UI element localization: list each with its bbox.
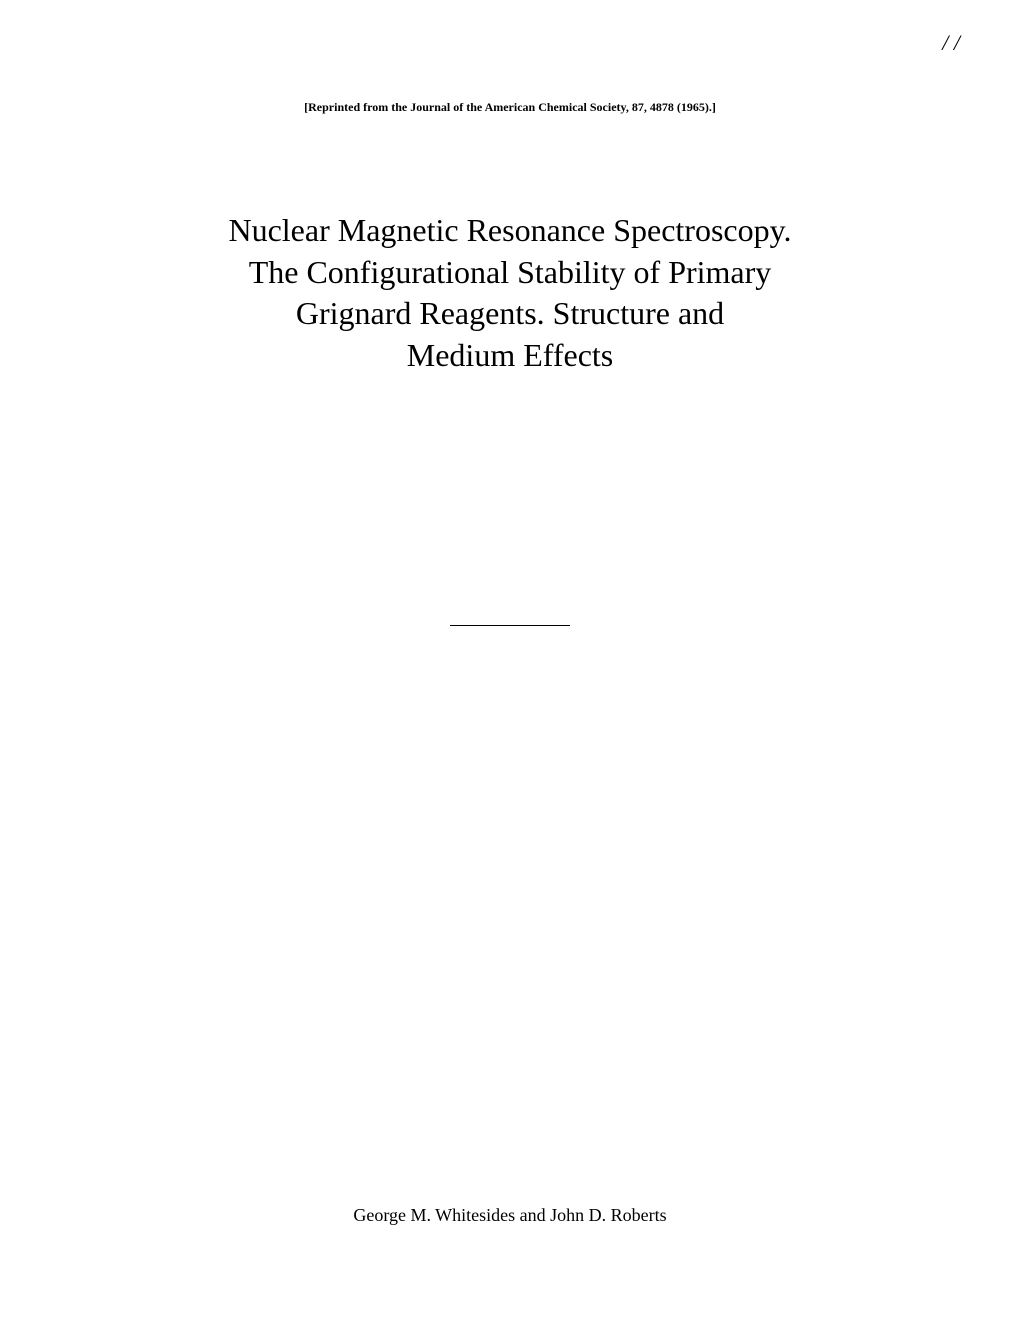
reprint-citation: [Reprinted from the Journal of the Ameri… xyxy=(0,100,1020,115)
section-divider xyxy=(450,625,570,626)
authors: George M. Whitesides and John D. Roberts xyxy=(0,1205,1020,1226)
paper-title: Nuclear Magnetic Resonance Spectroscopy.… xyxy=(0,210,1020,376)
title-line-1: Nuclear Magnetic Resonance Spectroscopy. xyxy=(0,210,1020,252)
title-line-2: The Configurational Stability of Primary xyxy=(0,252,1020,294)
page-number: / / xyxy=(942,30,960,56)
title-line-3: Grignard Reagents. Structure and xyxy=(0,293,1020,335)
title-line-4: Medium Effects xyxy=(0,335,1020,377)
